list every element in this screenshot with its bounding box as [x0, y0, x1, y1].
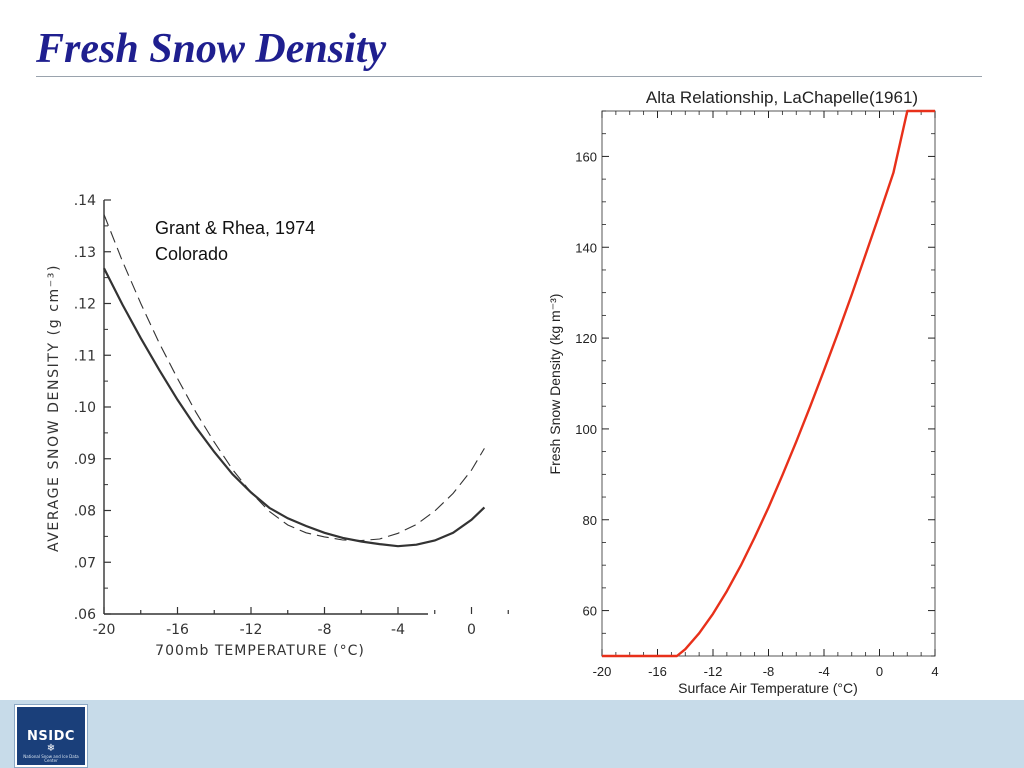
right-chart-axes: [601, 110, 936, 657]
alta-relationship-chart: 60 80 100 120 140 160 -20 -16 -12 -8 -4 0 4 Alta Rela…: [547, 88, 939, 696]
left-chart-series: [103, 214, 486, 548]
right-x-tick-label: -8: [763, 664, 775, 679]
right-x-tick-label: 0: [876, 664, 883, 679]
annotation-line: Colorado: [155, 244, 228, 264]
right-x-axis-label: Surface Air Temperature (°C): [678, 680, 858, 696]
right-chart-labels: 60 80 100 120 140 160 -20 -16 -12 -8 -4 0 4 Alta Rela…: [547, 88, 939, 696]
annotation-line: Grant & Rhea, 1974: [155, 218, 315, 238]
left-y-tick-label: .13: [74, 245, 96, 261]
logo-text: NSIDC: [27, 729, 75, 744]
dashed-series-line: [103, 214, 485, 542]
right-chart-series: [602, 109, 935, 658]
right-y-tick-label: 120: [575, 331, 597, 346]
left-x-tick-label: -4: [391, 622, 405, 638]
left-y-axis-label: AVERAGE SNOW DENSITY (g cm⁻³): [46, 264, 62, 552]
logo-subtext: National Snow and Ice Data Center: [23, 754, 79, 763]
slide-title: Fresh Snow Density: [36, 26, 387, 72]
left-x-tick-label: -8: [318, 622, 332, 638]
right-x-tick-label: -20: [593, 664, 612, 679]
right-y-tick-label: 80: [583, 513, 597, 528]
right-y-tick-label: 100: [575, 422, 597, 437]
title-divider: [36, 76, 982, 77]
solid-series-line: [103, 267, 486, 548]
alta-series-line: [602, 109, 935, 658]
left-x-tick-label: -16: [166, 622, 189, 638]
snowflake-icon: ❄: [46, 743, 56, 754]
right-chart-title: Alta Relationship, LaChapelle(1961): [646, 88, 918, 107]
nsidc-logo: NSIDC ❄ National Snow and Ice Data Cente…: [15, 705, 87, 767]
left-y-tick-label: .14: [74, 193, 96, 209]
left-y-tick-label: .11: [74, 348, 96, 364]
right-y-tick-label: 160: [575, 149, 597, 164]
left-x-axis-label: 700mb TEMPERATURE (°C): [155, 643, 365, 659]
left-y-tick-label: .10: [74, 400, 96, 416]
right-x-tick-label: -16: [648, 664, 667, 679]
right-x-tick-label: 4: [931, 664, 938, 679]
footer-band: [0, 700, 1024, 768]
right-y-tick-label: 140: [575, 240, 597, 255]
right-plot-frame: [601, 110, 936, 657]
left-y-tick-label: .06: [74, 607, 96, 623]
left-y-tick-label: .08: [74, 504, 96, 520]
left-chart-labels: .06 .07 .08 .09 .10 .11 .12 .13 .14 -20 -16 -12 -8 -4…: [46, 193, 476, 659]
left-x-tick-label: -12: [240, 622, 263, 638]
right-y-tick-label: 60: [583, 604, 597, 619]
left-y-tick-label: .07: [74, 555, 96, 571]
right-x-tick-label: -4: [818, 664, 830, 679]
left-x-tick-label: 0: [467, 622, 476, 638]
right-y-axis-label: Fresh Snow Density (kg m⁻³): [547, 294, 563, 475]
left-y-tick-label: .09: [74, 452, 96, 468]
right-x-tick-label: -12: [704, 664, 723, 679]
left-y-tick-label: .12: [74, 297, 96, 313]
grant-rhea-chart: .06 .07 .08 .09 .10 .11 .12 .13 .14 -20 -16 -12 -8 -4…: [46, 193, 509, 659]
left-x-tick-label: -20: [93, 622, 116, 638]
left-chart-annotation: Grant & Rhea, 1974 Colorado: [155, 218, 315, 264]
